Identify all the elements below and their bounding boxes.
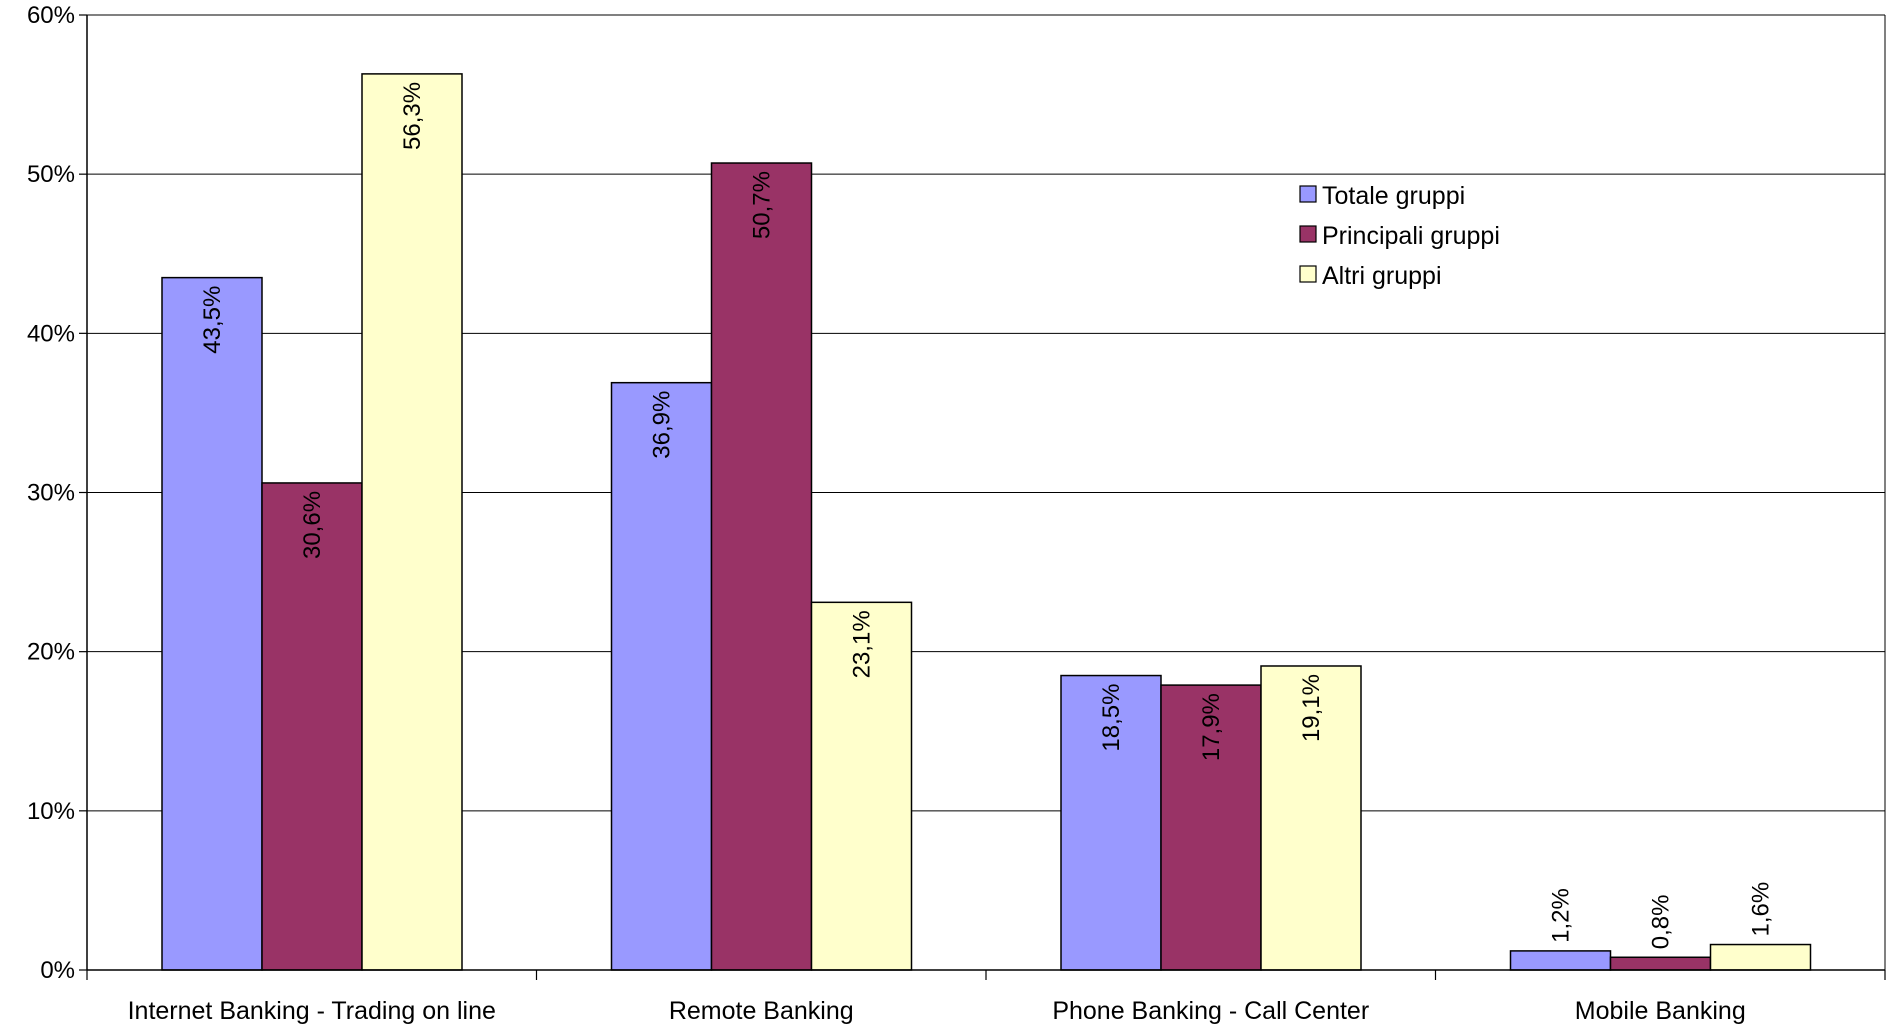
bar-altri <box>1260 665 1362 971</box>
bar-altri <box>1709 943 1812 971</box>
y-tick-label: 0% <box>40 957 75 984</box>
legend-label: Altri gruppi <box>1322 262 1442 290</box>
bar-value-label: 23,1% <box>849 610 876 678</box>
bar-value-label: 19,1% <box>1298 674 1325 742</box>
category-label: Mobile Banking <box>1575 997 1746 1025</box>
bar-principali <box>1609 956 1712 971</box>
y-tick-label: 40% <box>27 320 75 347</box>
bar-value-label: 1,2% <box>1548 888 1575 943</box>
legend-label: Principali gruppi <box>1322 222 1500 250</box>
bar-altri <box>810 601 913 971</box>
bar-value-label: 43,5% <box>199 286 226 354</box>
bar-principali <box>710 162 813 971</box>
category-label: Phone Banking - Call Center <box>1052 997 1369 1025</box>
bar-totale <box>161 276 263 971</box>
legend: Totale gruppi Principali gruppi Altri grup… <box>1299 182 1500 290</box>
y-tick-label: 60% <box>27 2 75 29</box>
bar-value-label: 1,6% <box>1748 882 1775 937</box>
bar-value-label: 56,3% <box>399 82 426 150</box>
legend-label: Totale gruppi <box>1322 182 1465 210</box>
y-tick-label: 30% <box>27 480 75 507</box>
bar-value-label: 18,5% <box>1098 684 1125 752</box>
bar-totale <box>1509 950 1612 971</box>
y-tick-label: 20% <box>27 639 75 666</box>
bar-totale <box>610 381 713 971</box>
bar-value-label: 30,6% <box>299 491 326 559</box>
legend-swatch <box>1299 185 1317 203</box>
data-labels: 43,5% 30,6% 56,3% 36,9% 50,7% 23,1% 18,5% 17,9%… <box>199 82 1775 949</box>
bar-value-label: 36,9% <box>649 391 676 459</box>
category-label: Remote Banking <box>669 997 854 1025</box>
y-tick-label: 50% <box>27 161 75 188</box>
bar-value-label: 0,8% <box>1648 895 1675 950</box>
bar-value-label: 17,9% <box>1198 693 1225 761</box>
bar-principali <box>1160 684 1262 971</box>
bar-totale <box>1060 674 1162 971</box>
bars <box>161 73 1812 971</box>
bar-altri <box>361 73 463 971</box>
bar-value-label: 50,7% <box>749 171 776 239</box>
y-tick-label: 10% <box>27 798 75 825</box>
legend-swatch <box>1299 265 1317 283</box>
legend-swatch <box>1299 225 1317 243</box>
category-label: Internet Banking - Trading on line <box>128 997 496 1025</box>
axes: 0% 10% 20% 30% 40% 50% 60% Internet Banking - T… <box>27 2 1886 1025</box>
